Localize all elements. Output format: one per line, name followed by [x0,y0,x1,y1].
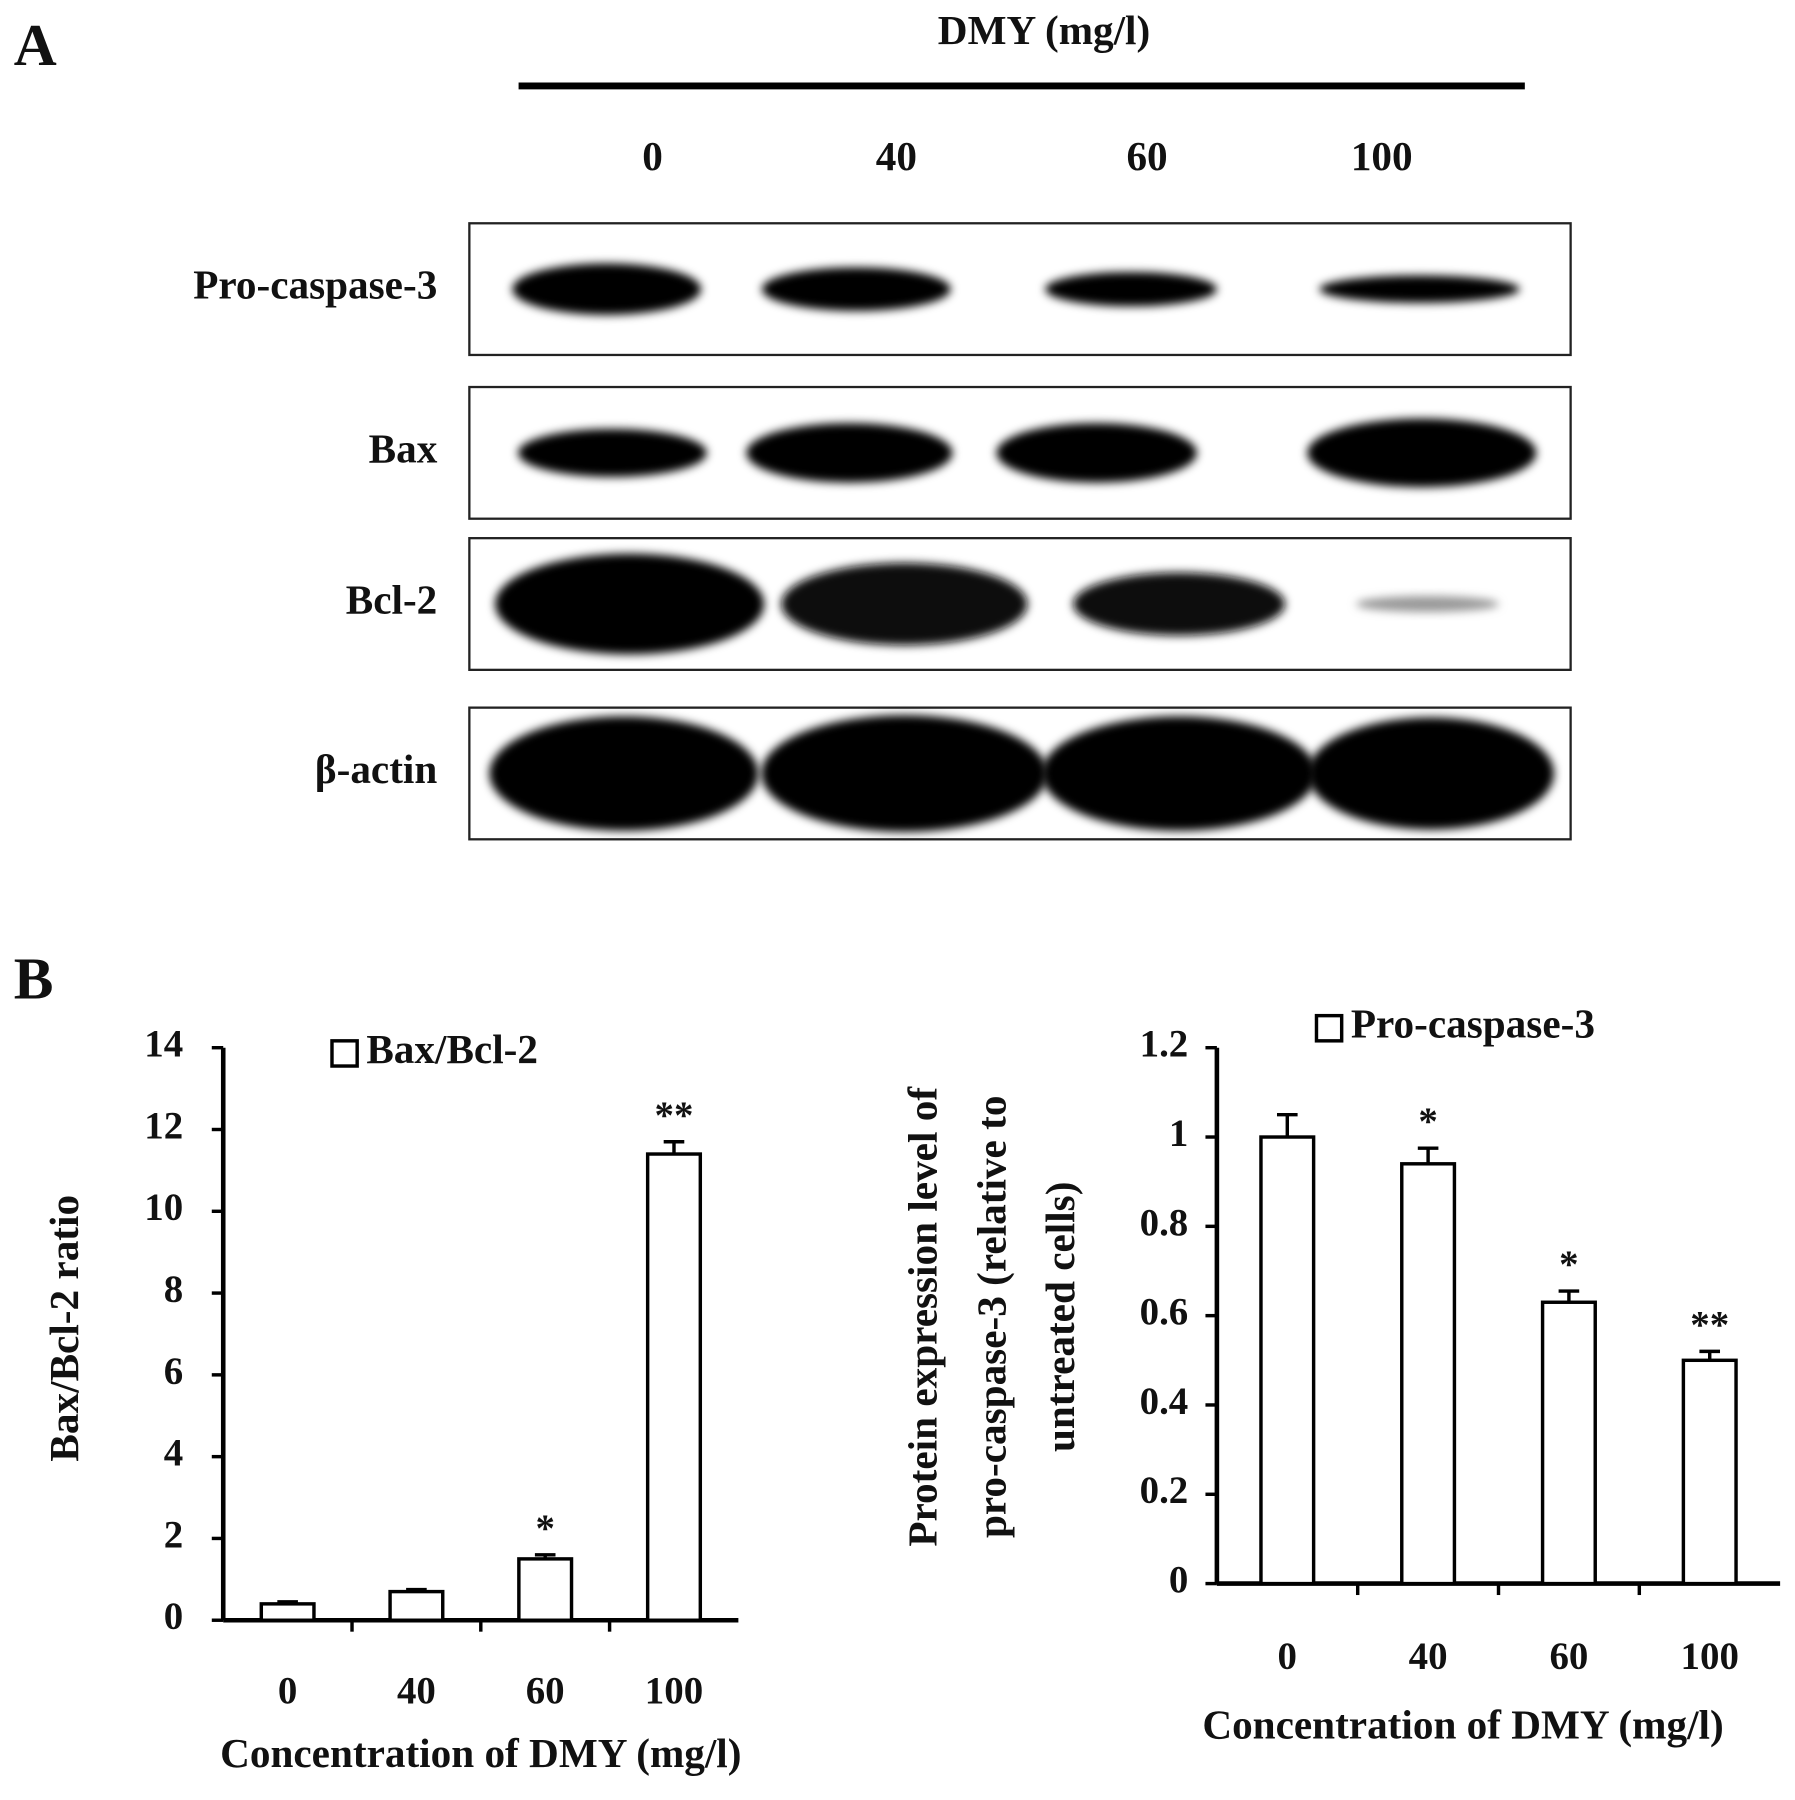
y-tick-label: 0 [1169,1559,1188,1602]
y-tick-label: 14 [144,1023,183,1066]
y-tick-label: 8 [164,1268,183,1311]
band [746,423,953,483]
row-label: β-actin [315,746,437,792]
y-tick-label: 1.2 [1140,1023,1189,1066]
significance: ** [655,1094,694,1137]
y-tick-label: 0 [164,1595,183,1638]
significance: * [535,1507,554,1550]
bar [388,1589,445,1622]
row-label: Bax [369,425,438,471]
x-tick-label: 100 [645,1670,703,1713]
band [1319,275,1520,303]
y-tick-label: 0.6 [1140,1291,1189,1334]
y-axis-title: untreated cells) [1037,1182,1084,1452]
y-tick-label: 2 [164,1513,183,1556]
legend-swatch [1314,1013,1344,1043]
lane-label: 60 [1126,133,1167,179]
y-tick-label: 10 [144,1186,183,1229]
bar [1259,1135,1316,1586]
significance: * [1418,1100,1437,1143]
panel-label: B [14,945,54,1011]
band [512,263,702,315]
x-tick-label: 60 [526,1670,565,1713]
x-tick-label: 0 [278,1670,297,1713]
x-tick-label: 40 [1409,1635,1448,1678]
y-axis-title: Protein expression level of [900,1086,946,1547]
bar [1540,1300,1597,1586]
x-tick-label: 40 [397,1670,436,1713]
y-axis-title: Bax/Bcl-2 ratio [41,1195,87,1462]
band [996,423,1197,483]
row-label: Bcl-2 [346,576,438,622]
y-tick-label: 1 [1169,1112,1188,1155]
lane-label: 100 [1351,133,1413,179]
y-axis-title: pro-caspase-3 (relative to [968,1096,1015,1539]
band [1041,716,1317,831]
band [1045,271,1217,307]
bar [645,1152,703,1622]
legend-label: Bax/Bcl-2 [366,1026,538,1072]
x-tick-label: 60 [1549,1635,1588,1678]
legend-swatch [330,1039,359,1068]
y-tick-label: 0.2 [1140,1469,1189,1512]
band [1355,595,1500,613]
blot-header: DMY (mg/l) [938,7,1150,54]
y-tick-label: 0.4 [1140,1380,1189,1423]
y-tick-label: 12 [144,1104,183,1147]
bar [517,1557,574,1622]
x-tick-label: 0 [1278,1635,1297,1678]
y-tick-label: 0.8 [1140,1201,1189,1244]
panel-label: A [14,12,57,78]
band [1307,717,1555,830]
band [1307,418,1537,488]
x-axis-title: Concentration of DMY (mg/l) [220,1730,741,1777]
lane-label: 0 [642,133,663,179]
x-axis-title: Concentration of DMY (mg/l) [1202,1701,1723,1748]
band [489,716,759,831]
band [761,715,1048,832]
significance: ** [1690,1303,1729,1346]
band [495,553,765,655]
significance: * [1559,1243,1578,1286]
bar [259,1602,316,1622]
row-label: Pro-caspase-3 [193,262,437,308]
y-tick-label: 4 [164,1432,183,1475]
lane-label: 40 [876,133,917,179]
bar [1400,1162,1457,1586]
band [518,428,707,477]
band [761,267,951,311]
band [1073,572,1286,636]
bar [1681,1358,1738,1586]
y-tick-label: 6 [164,1350,183,1393]
legend-label: Pro-caspase-3 [1351,1001,1595,1047]
x-tick-label: 100 [1681,1635,1739,1678]
band [781,562,1028,646]
